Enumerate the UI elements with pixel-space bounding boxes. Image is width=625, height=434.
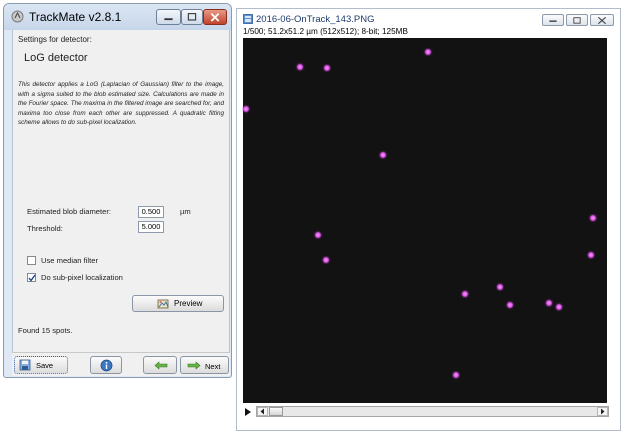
stack-slider[interactable]: [243, 406, 609, 418]
image-canvas[interactable]: [242, 38, 607, 403]
next-button[interactable]: Next: [180, 356, 229, 374]
detector-description: This detector applies a LoG (Laplacian o…: [18, 81, 224, 127]
scroll-thumb[interactable]: [269, 407, 283, 416]
detected-spot: [323, 256, 330, 263]
preview-button[interactable]: Preview: [132, 295, 224, 312]
close-icon: [210, 13, 220, 22]
detected-spot: [296, 64, 303, 71]
image-info-line: 1/500; 51.2x51.2 µm (512x512); 8-bit; 12…: [243, 27, 408, 36]
info-icon: [100, 359, 113, 372]
detector-settings-panel: Settings for detector: LoG detector This…: [12, 30, 230, 352]
minimize-button[interactable]: [156, 9, 181, 25]
detected-spot: [314, 232, 321, 239]
settings-label: Settings for detector:: [18, 35, 92, 44]
play-icon[interactable]: [243, 407, 253, 417]
detected-spot: [424, 49, 431, 56]
image-window: 2016-06-OnTrack_143.PNG 1/500; 51.2x51.2…: [236, 8, 621, 431]
back-button[interactable]: [143, 356, 177, 374]
detector-title: LoG detector: [24, 52, 88, 64]
preview-icon: [157, 299, 169, 309]
minimize-icon: [164, 18, 173, 21]
maximize-icon: [187, 13, 197, 21]
detected-spot: [323, 64, 330, 71]
detected-spot: [242, 105, 249, 112]
close-icon: [597, 16, 607, 25]
maximize-icon: [573, 17, 581, 24]
blob-diameter-input[interactable]: 0.500: [138, 206, 164, 218]
found-spots-status: Found 15 spots.: [18, 326, 73, 335]
image-window-title: 2016-06-OnTrack_143.PNG: [256, 14, 375, 25]
detected-spot: [497, 283, 504, 290]
next-label: Next: [205, 362, 221, 371]
trackmate-app-icon: [11, 10, 24, 23]
checkmark-icon: [28, 274, 36, 282]
image-maximize-button[interactable]: [566, 14, 588, 26]
wizard-footer: Save Next: [12, 352, 230, 376]
detected-spot: [506, 302, 513, 309]
chevron-right-icon: [601, 408, 605, 415]
subpixel-checkbox[interactable]: [27, 273, 36, 282]
chevron-left-icon: [260, 408, 264, 415]
trackmate-titlebar[interactable]: TrackMate v2.8.1: [4, 4, 231, 30]
threshold-label: Threshold:: [27, 224, 63, 233]
detected-spot: [461, 290, 468, 297]
threshold-input[interactable]: 5.000: [138, 221, 164, 233]
window-title: TrackMate v2.8.1: [29, 10, 122, 24]
slice-scrollbar[interactable]: [256, 406, 609, 417]
blob-diameter-label: Estimated blob diameter:: [27, 207, 111, 216]
detected-spot: [590, 214, 597, 221]
detected-spot: [555, 304, 562, 311]
detected-spot: [545, 300, 552, 307]
trackmate-window: TrackMate v2.8.1 Settings for detector: …: [3, 3, 232, 378]
image-close-button[interactable]: [590, 14, 614, 26]
info-button[interactable]: [90, 356, 122, 374]
maximize-button[interactable]: [181, 9, 203, 25]
scroll-left-arrow[interactable]: [257, 407, 268, 416]
image-file-icon: [243, 14, 253, 24]
image-titlebar[interactable]: 2016-06-OnTrack_143.PNG: [237, 9, 620, 27]
scroll-right-arrow[interactable]: [597, 407, 608, 416]
median-filter-checkbox[interactable]: [27, 256, 36, 265]
detected-spot: [452, 372, 459, 379]
arrow-right-icon: [187, 361, 201, 370]
save-icon: [19, 359, 31, 371]
blob-diameter-unit: µm: [180, 207, 191, 216]
arrow-left-icon: [154, 361, 168, 370]
detected-spot: [380, 151, 387, 158]
minimize-icon: [549, 20, 557, 22]
close-button[interactable]: [203, 9, 227, 25]
preview-label: Preview: [174, 299, 203, 308]
save-label: Save: [36, 361, 54, 370]
save-button[interactable]: Save: [14, 356, 68, 374]
subpixel-label: Do sub-pixel localization: [41, 273, 123, 282]
median-filter-label: Use median filter: [41, 256, 98, 265]
detected-spot: [588, 251, 595, 258]
image-minimize-button[interactable]: [542, 14, 564, 26]
